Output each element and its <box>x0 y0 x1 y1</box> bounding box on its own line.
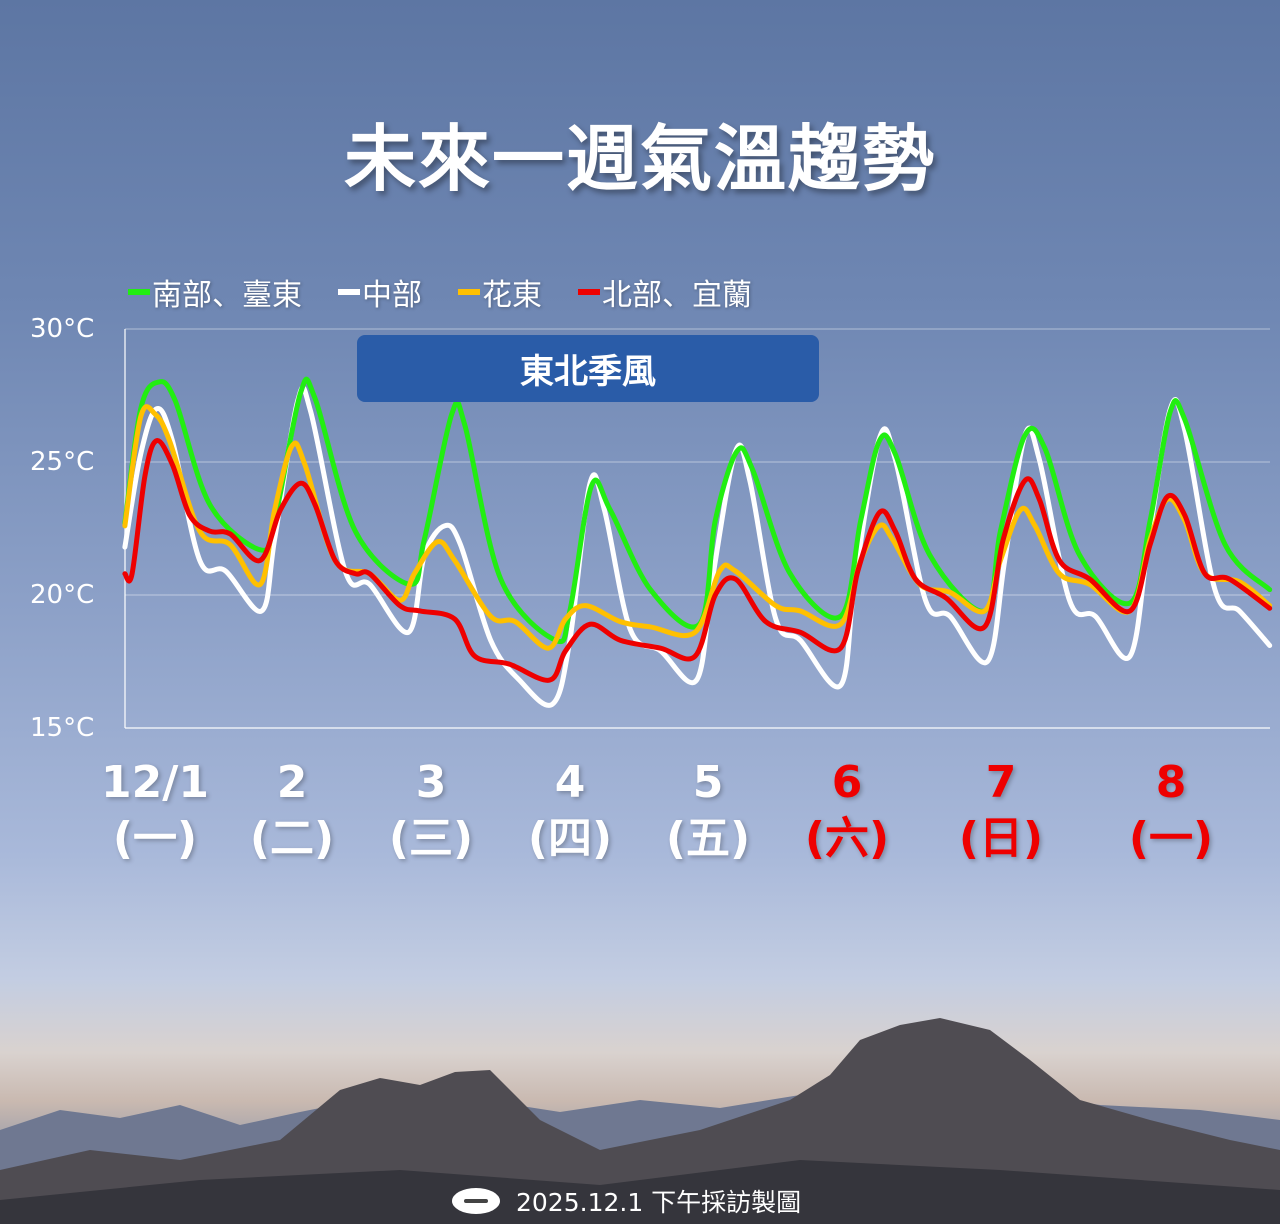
x-tick-label: 4 (四) <box>500 755 640 867</box>
legend-label: 南部、臺東 <box>152 278 302 313</box>
legend-label: 花東 <box>482 278 542 313</box>
x-tick-date: 7 <box>985 757 1017 808</box>
x-tick-weekday: (五) <box>665 813 751 864</box>
legend-item-south: 南部、臺東 <box>128 270 302 314</box>
x-tick-label: 5 (五) <box>638 755 778 867</box>
legend-label: 北部、宜蘭 <box>602 278 752 313</box>
chart-legend: 南部、臺東 中部 花東 北部、宜蘭 <box>128 270 752 314</box>
legend-swatch <box>458 289 480 295</box>
x-tick-date: 2 <box>276 757 308 808</box>
cwa-logo-icon <box>452 1188 500 1214</box>
x-tick-weekday: (一) <box>112 813 198 864</box>
monsoon-annotation: 東北季風 <box>357 335 819 402</box>
legend-swatch <box>338 289 360 295</box>
y-tick-label: 25°C <box>30 447 95 477</box>
series-hualien-line <box>122 404 1273 651</box>
x-tick-label: 2 (二) <box>222 755 362 867</box>
y-tick-label: 30°C <box>30 314 95 344</box>
x-tick-label: 3 (三) <box>361 755 501 867</box>
legend-swatch <box>128 289 150 295</box>
x-tick-weekday: (日) <box>958 813 1044 864</box>
x-tick-weekday: (一) <box>1128 813 1214 864</box>
x-tick-weekday: (二) <box>249 813 335 864</box>
x-tick-date: 6 <box>831 757 863 808</box>
x-tick-label: 6 (六) <box>777 755 917 867</box>
x-tick-date: 8 <box>1155 757 1187 808</box>
x-tick-label: 7 (日) <box>931 755 1071 867</box>
x-tick-date: 4 <box>554 757 586 808</box>
x-tick-date: 5 <box>692 757 724 808</box>
x-tick-weekday: (四) <box>527 813 613 864</box>
x-tick-weekday: (三) <box>388 813 474 864</box>
series-central-line <box>122 384 1273 708</box>
x-tick-date: 3 <box>415 757 447 808</box>
x-tick-label: 8 (一) <box>1101 755 1241 867</box>
legend-item-central: 中部 <box>338 270 422 314</box>
series-north-line <box>122 438 1273 683</box>
legend-item-north: 北部、宜蘭 <box>578 270 752 314</box>
y-tick-label: 15°C <box>30 713 95 743</box>
footer-text: 2025.12.1 下午採訪製圖 <box>516 1188 802 1217</box>
footer: 2025.12.1 下午採訪製圖 <box>452 1183 801 1219</box>
legend-swatch <box>578 289 600 295</box>
x-tick-date: 12/1 <box>101 757 209 808</box>
legend-item-hualien: 花東 <box>458 270 542 314</box>
y-tick-label: 20°C <box>30 580 95 610</box>
series-south-line <box>122 376 1273 645</box>
x-tick-label: 12/1 (一) <box>85 755 225 867</box>
x-tick-weekday: (六) <box>804 813 890 864</box>
legend-label: 中部 <box>362 278 422 313</box>
page-title: 未來一週氣溫趨勢 <box>343 117 936 201</box>
